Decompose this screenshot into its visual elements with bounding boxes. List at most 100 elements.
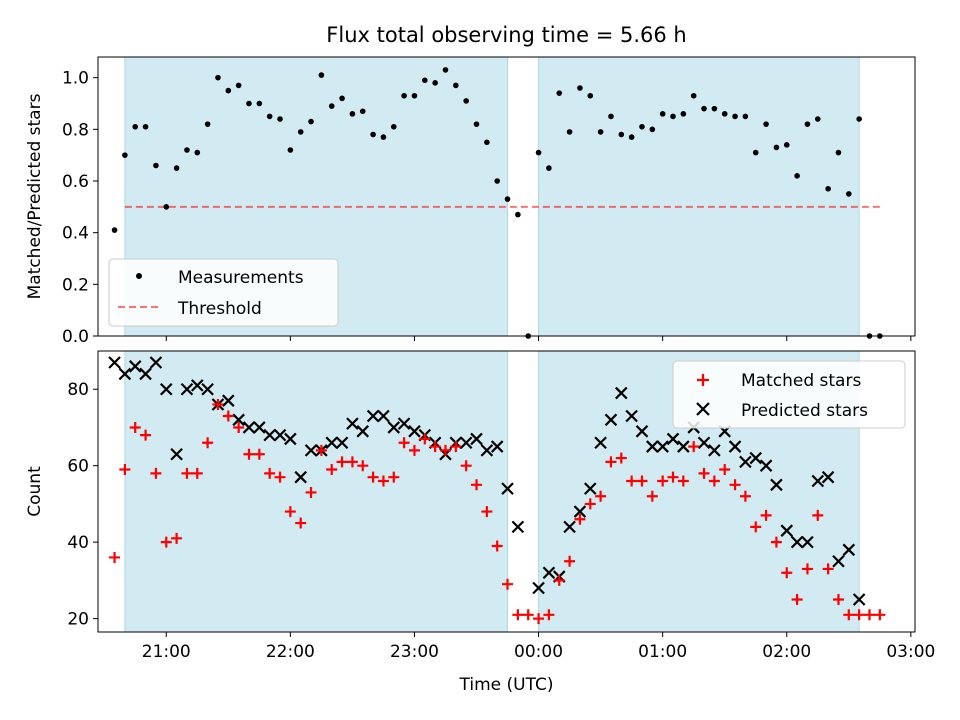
measurement-point [515,211,521,218]
measurement-point [163,204,170,210]
bottom-x-ticks: 21:00 22:00 23:00 00:00 01:00 02:00 03:00 [142,632,935,662]
matched-star-point [698,467,710,479]
predicted-star-point [139,367,152,381]
measurement-point [721,111,728,117]
matched-star-point [615,452,627,464]
measurement-point [608,113,614,120]
matched-star-point [667,471,679,483]
matched-star-point [140,429,152,441]
measurement-point [742,113,749,120]
predicted-star-point [811,474,825,488]
predicted-star-point [159,382,173,396]
matched-star-point [626,475,638,487]
predicted-star-point [356,425,370,438]
predicted-star-point [366,409,380,423]
predicted-star-point [646,440,659,453]
predicted-star-point [852,593,866,606]
measurement-point [401,92,407,99]
y-tick-label: 0.8 [62,120,89,140]
predicted-star-point [573,505,587,518]
matched-star-point [274,471,286,483]
measurement-point [701,105,707,112]
top-y-axis-label: Matched/Predicted stars [25,93,45,299]
matched-star-point [832,594,844,606]
measurement-point [597,129,604,135]
matched-star-point [708,475,720,487]
matched-star-point [739,490,751,502]
predicted-star-point [780,524,794,537]
measurement-point [504,196,511,202]
matched-star-point [481,506,493,518]
matched-star-point [419,433,431,445]
predicted-star-point [470,432,483,446]
predicted-star-point [170,447,183,461]
legend-threshold-label: Threshold [177,299,262,319]
predicted-star-point [346,417,359,430]
measurement-point [132,123,139,130]
matched-star-point [657,475,669,487]
measurement-point [215,74,221,81]
matched-star-point [760,509,772,521]
matched-star-point [243,448,255,460]
predicted-star-point [480,444,494,457]
matched-star-point [295,517,307,529]
matched-star-point [264,467,276,479]
measurement-point [339,95,345,102]
legend-matched-marker [697,374,709,386]
measurement-points [111,67,883,339]
bottom-y-axis-label: Count [25,466,45,517]
matched-star-point [512,609,524,621]
predicted-star-point [708,444,721,457]
measurement-point [846,191,852,197]
predicted-star-point [656,440,669,453]
matched-star-point [377,475,389,487]
measurement-point [380,134,387,140]
matched-star-point [150,467,162,479]
legend-plus-glyph [697,374,709,386]
measurement-point [835,149,842,156]
matched-star-point [326,464,338,476]
predicted-star-point [387,421,401,434]
matched-star-point [439,444,451,456]
measurement-point [370,131,376,138]
matched-star-point [770,536,782,548]
matched-star-point [574,513,586,525]
matched-star-point [636,475,648,487]
matched-star-point [781,567,793,579]
matched-star-point [750,521,762,533]
legend-matched-label: Matched stars [741,371,861,391]
matched-star-point [646,490,658,502]
predicted-star-point [542,566,556,580]
predicted-star-point [201,382,214,396]
predicted-star-point [615,386,628,400]
measurement-point [246,100,252,107]
matched-star-point [502,578,514,590]
matched-star-point [181,467,193,479]
predicted-star-point [377,409,390,423]
legend-x-glyph [696,402,710,416]
y-tick-label: 0.6 [62,172,89,192]
matched-star-point [212,399,224,411]
predicted-star-point [728,440,742,453]
predicted-star-point [790,535,804,549]
predicted-star-point [511,520,525,534]
measurement-point [711,105,718,112]
y-tick-label: 0.4 [62,224,89,244]
matched-star-point [222,410,234,422]
measurement-point [577,85,583,91]
measurement-point [277,116,283,122]
measurement-point [349,111,356,117]
matched-star-point [460,460,472,472]
measurement-point [773,144,780,151]
y-tick-label: 60 [67,457,89,477]
measurement-point [442,67,449,73]
measurement-point [814,116,821,122]
measurement-point [432,80,438,86]
matched-star-point [677,475,689,487]
measurement-point [732,113,738,120]
matched-star-point [284,506,296,518]
top-y-ticks: 0.0 0.2 0.4 0.6 0.8 1.0 [62,69,98,347]
matched-star-point [253,448,265,460]
matched-star-point [595,490,607,502]
measurement-point [587,92,594,99]
